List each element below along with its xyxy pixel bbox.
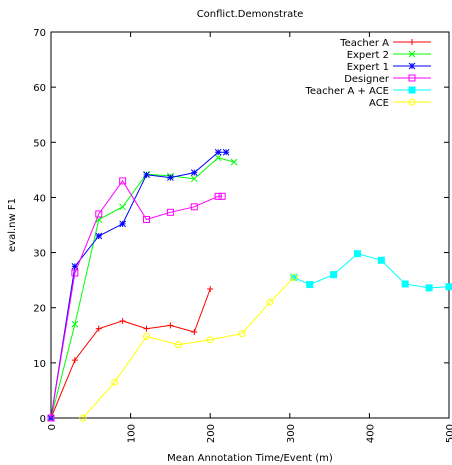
data-point: [119, 177, 127, 185]
data-point: [166, 208, 174, 216]
x-tick-label: 200: [206, 424, 217, 443]
data-point: [353, 250, 361, 258]
legend-item: Expert 1: [347, 62, 431, 73]
data-point: [330, 271, 338, 279]
y-tick-label: 50: [33, 138, 46, 149]
series-expert-2: [47, 154, 238, 422]
data-point: [143, 325, 150, 332]
data-point: [95, 232, 103, 240]
x-tick-label: 400: [365, 424, 376, 443]
legend-marker: [409, 39, 415, 45]
data-point: [266, 298, 274, 306]
x-axis-label: Mean Annotation Time/Event (m): [167, 453, 333, 464]
data-point: [143, 332, 151, 340]
data-point: [95, 216, 103, 223]
series-expert-1: [47, 148, 230, 422]
data-point: [167, 174, 174, 181]
y-tick-label: 20: [33, 304, 46, 315]
data-point: [47, 414, 55, 422]
data-point: [191, 328, 198, 335]
x-tick-label: 100: [127, 424, 138, 443]
data-point: [306, 281, 314, 289]
data-point: [111, 378, 119, 386]
data-point: [119, 317, 126, 324]
y-tick-label: 60: [33, 83, 46, 94]
data-point: [119, 220, 126, 228]
legend-label: ACE: [369, 98, 389, 109]
x-tick-label: 300: [286, 424, 297, 443]
data-point: [119, 203, 126, 211]
data-point: [401, 280, 409, 288]
chart-title: Conflict.Demonstrate: [197, 9, 304, 20]
series-layer: [47, 148, 452, 422]
data-point: [230, 158, 238, 166]
data-point: [238, 330, 246, 338]
data-point: [174, 341, 182, 349]
series-line: [50, 180, 223, 419]
x-tick-label: 500: [445, 424, 452, 443]
data-point: [222, 148, 230, 156]
data-point: [445, 283, 452, 291]
series-ace: [79, 273, 298, 422]
legend-marker: [408, 74, 416, 82]
legend-label: Expert 2: [347, 50, 389, 61]
legend-item: ACE: [369, 98, 431, 109]
legend-marker: [408, 98, 416, 106]
series-line: [50, 157, 235, 419]
data-point: [290, 273, 298, 281]
data-point: [143, 171, 150, 179]
legend-marker: [408, 62, 416, 70]
x-tick-label: 0: [47, 424, 58, 430]
data-point: [377, 256, 385, 264]
series-line: [82, 277, 295, 419]
data-point: [95, 210, 103, 218]
y-tick-label: 0: [40, 414, 46, 425]
data-point: [71, 263, 79, 270]
y-tick-label: 10: [33, 359, 46, 370]
series-designer: [47, 177, 226, 422]
data-point: [71, 320, 79, 328]
data-point: [95, 325, 102, 332]
data-point: [218, 192, 226, 200]
series-teacher-a: [48, 285, 214, 421]
legend-label: Teacher A: [339, 38, 389, 49]
data-point: [190, 169, 198, 176]
legend-label: Designer: [344, 74, 390, 85]
legend-marker: [408, 86, 416, 94]
data-point: [214, 148, 222, 156]
data-point: [425, 284, 433, 292]
data-point: [143, 215, 151, 223]
series-line: [293, 253, 450, 289]
series-teacher-a-ace: [290, 250, 452, 292]
data-point: [71, 269, 79, 277]
axis-ticks: 0 10 20 30 40 50 60 70 0 100 200 300 400 500: [33, 28, 452, 443]
legend-marker: [408, 50, 416, 58]
data-point: [71, 357, 78, 364]
legend-label: Expert 1: [347, 62, 389, 73]
legend-item: Teacher A: [339, 38, 431, 49]
data-point: [207, 285, 214, 292]
series-line: [50, 151, 227, 419]
legend-label: Teacher A + ACE: [304, 86, 389, 97]
y-axis-label: eval.nw F1: [7, 198, 18, 252]
data-point: [190, 203, 198, 211]
y-tick-label: 70: [33, 28, 46, 39]
data-point: [167, 322, 174, 329]
plot-area-frame: [50, 31, 450, 419]
data-point: [214, 154, 222, 162]
data-point: [206, 336, 214, 344]
y-tick-label: 40: [33, 193, 46, 204]
series-line: [50, 288, 211, 419]
legend-item: Teacher A + ACE: [304, 86, 431, 97]
data-point: [190, 175, 198, 183]
data-point: [79, 414, 87, 422]
legend-item: Expert 2: [347, 50, 431, 61]
data-point: [214, 192, 222, 200]
y-tick-label: 30: [33, 249, 46, 260]
legend-item: Designer: [344, 74, 431, 85]
